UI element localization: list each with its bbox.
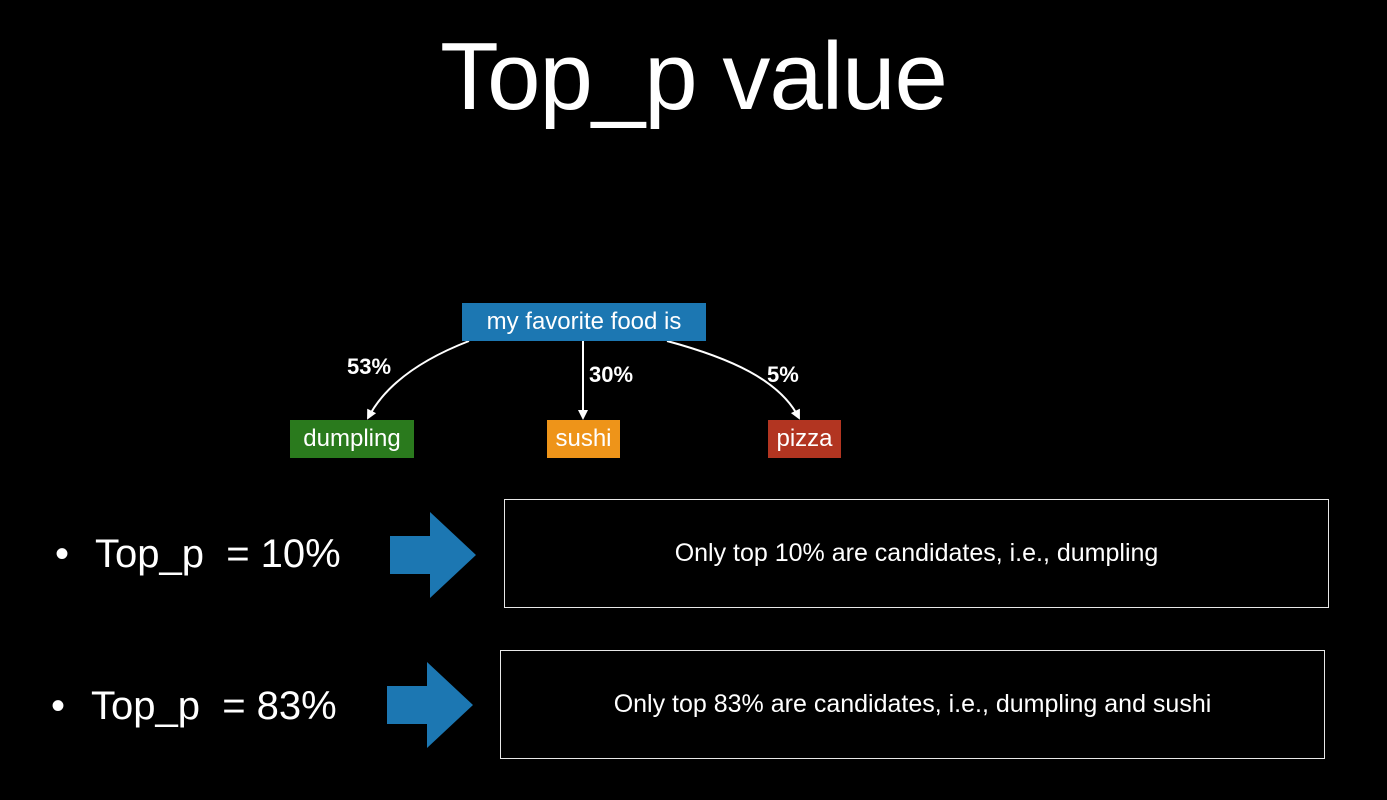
top-p-label-2: Top_p = 83% [91, 684, 337, 728]
bullet-row-2: • Top_p = 83% [51, 682, 337, 730]
slide-title: Top_p value [440, 23, 948, 130]
probability-pizza: 5% [767, 362, 799, 387]
result-text-2: Only top 83% are candidates, i.e., dumpl… [613, 690, 1212, 718]
token-pizza: pizza [768, 420, 841, 458]
result-box-2: Only top 83% are candidates, i.e., dumpl… [500, 650, 1325, 759]
right-arrow-icon [387, 662, 473, 748]
root-token: my favorite food is [462, 303, 706, 341]
top-p-label-1: Top_p = 10% [95, 532, 341, 576]
right-arrow-icon [390, 512, 476, 598]
result-box-1: Only top 10% are candidates, i.e., dumpl… [504, 499, 1329, 608]
edge-pizza [666, 340, 800, 420]
result-text-1: Only top 10% are candidates, i.e., dumpl… [674, 539, 1159, 567]
bullet-dot: • [51, 684, 66, 728]
edge-dumpling [367, 340, 470, 420]
probability-sushi: 30% [589, 362, 634, 387]
bullet-dot: • [55, 532, 70, 576]
probability-dumpling: 53% [347, 354, 392, 379]
token-sushi: sushi [547, 420, 620, 458]
bullet-row-1: • Top_p = 10% [55, 530, 341, 578]
token-dumpling: dumpling [290, 420, 414, 458]
